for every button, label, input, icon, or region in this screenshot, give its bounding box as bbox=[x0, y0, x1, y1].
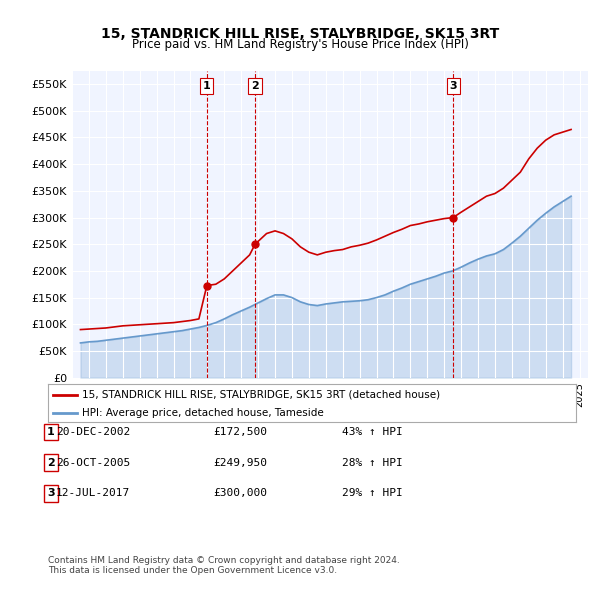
Text: 26-OCT-2005: 26-OCT-2005 bbox=[56, 458, 130, 467]
Text: Price paid vs. HM Land Registry's House Price Index (HPI): Price paid vs. HM Land Registry's House … bbox=[131, 38, 469, 51]
Text: £249,950: £249,950 bbox=[213, 458, 267, 467]
Text: 28% ↑ HPI: 28% ↑ HPI bbox=[341, 458, 403, 467]
Text: 1: 1 bbox=[203, 81, 211, 91]
Text: 2: 2 bbox=[251, 81, 259, 91]
Text: 20-DEC-2002: 20-DEC-2002 bbox=[56, 427, 130, 437]
Text: £172,500: £172,500 bbox=[213, 427, 267, 437]
Text: 15, STANDRICK HILL RISE, STALYBRIDGE, SK15 3RT (detached house): 15, STANDRICK HILL RISE, STALYBRIDGE, SK… bbox=[82, 389, 440, 399]
Text: 3: 3 bbox=[47, 489, 55, 498]
Text: 12-JUL-2017: 12-JUL-2017 bbox=[56, 489, 130, 498]
Text: Contains HM Land Registry data © Crown copyright and database right 2024.
This d: Contains HM Land Registry data © Crown c… bbox=[48, 556, 400, 575]
Text: 29% ↑ HPI: 29% ↑ HPI bbox=[341, 489, 403, 498]
Text: 1: 1 bbox=[47, 427, 55, 437]
Text: 43% ↑ HPI: 43% ↑ HPI bbox=[341, 427, 403, 437]
Text: 2: 2 bbox=[47, 458, 55, 467]
Text: 3: 3 bbox=[449, 81, 457, 91]
Text: HPI: Average price, detached house, Tameside: HPI: Average price, detached house, Tame… bbox=[82, 408, 324, 418]
Text: 15, STANDRICK HILL RISE, STALYBRIDGE, SK15 3RT: 15, STANDRICK HILL RISE, STALYBRIDGE, SK… bbox=[101, 27, 499, 41]
Text: £300,000: £300,000 bbox=[213, 489, 267, 498]
